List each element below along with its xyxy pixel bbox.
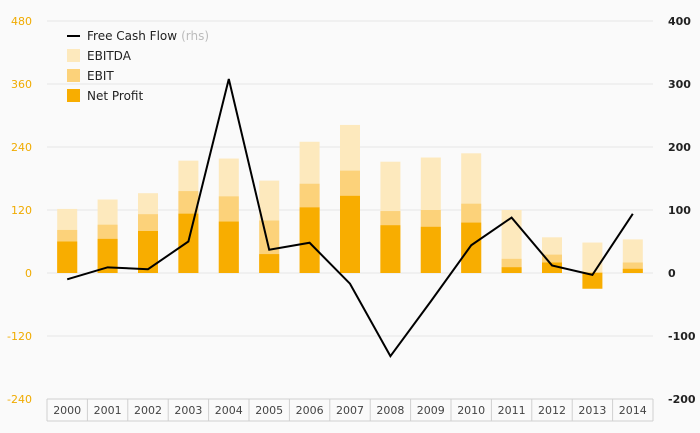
bar-net-profit: [461, 222, 482, 273]
x-tick-label: 2005: [255, 404, 283, 417]
y-right-tick-label: -200: [668, 393, 696, 406]
bar-ebit: [582, 271, 603, 273]
bar-net-profit: [582, 273, 603, 289]
bar-ebitda: [501, 210, 522, 273]
y-left-tick-label: -240: [7, 393, 32, 406]
x-tick-label: 2006: [296, 404, 324, 417]
y-left-tick-label: -120: [7, 330, 32, 343]
bar-net-profit: [501, 267, 522, 273]
bar-net-profit: [622, 268, 643, 273]
bar-net-profit: [299, 207, 320, 273]
x-tick-label: 2012: [538, 404, 566, 417]
bar-net-profit: [259, 254, 280, 273]
legend-label: Free Cash Flow: [87, 29, 177, 43]
y-left-tick-label: 360: [11, 78, 32, 91]
y-right-tick-label: -100: [668, 330, 696, 343]
bar-net-profit: [97, 238, 118, 273]
bar-net-profit: [178, 213, 199, 273]
bar-net-profit: [340, 195, 360, 273]
bar-ebit: [622, 262, 643, 273]
x-tick-label: 2004: [215, 404, 243, 417]
bar-ebitda: [582, 242, 603, 273]
y-left-tick-label: 240: [11, 141, 32, 154]
y-left-tick-label: 120: [11, 204, 32, 217]
legend-label: EBIT: [87, 69, 114, 83]
line-free-cash-flow: [66, 78, 634, 359]
y-right-tick-label: 400: [668, 15, 691, 28]
bar-net-profit: [380, 225, 401, 273]
x-tick-label: 2010: [457, 404, 485, 417]
x-tick-label: 2008: [376, 404, 404, 417]
y-right-tick-label: 300: [668, 78, 691, 91]
legend-note: (rhs): [181, 29, 209, 43]
bar-net-profit: [57, 241, 78, 273]
legend-label: Net Profit: [87, 89, 143, 103]
y-right-tick-label: 0: [668, 267, 676, 280]
bar-net-profit: [218, 221, 239, 273]
legend-swatch: [67, 89, 80, 102]
x-tick-label: 2003: [174, 404, 202, 417]
x-tick-label: 2001: [94, 404, 122, 417]
x-tick-label: 2002: [134, 404, 162, 417]
x-tick-label: 2000: [53, 404, 81, 417]
bar-net-profit: [138, 231, 158, 273]
y-left-tick-label: 480: [11, 15, 32, 28]
x-tick-label: 2013: [578, 404, 606, 417]
y-right-tick-label: 100: [668, 204, 691, 217]
y-right-tick-label: 200: [668, 141, 691, 154]
bar-net-profit: [420, 226, 441, 273]
x-tick-label: 2009: [417, 404, 445, 417]
x-tick-label: 2007: [336, 404, 364, 417]
bar-net-profit: [542, 262, 562, 273]
x-tick-label: 2014: [619, 404, 647, 417]
x-tick-label: 2011: [498, 404, 526, 417]
legend-swatch: [67, 49, 80, 62]
legend-swatch: [67, 69, 80, 82]
legend-label: EBITDA: [87, 49, 132, 63]
y-left-tick-label: 0: [25, 267, 32, 280]
